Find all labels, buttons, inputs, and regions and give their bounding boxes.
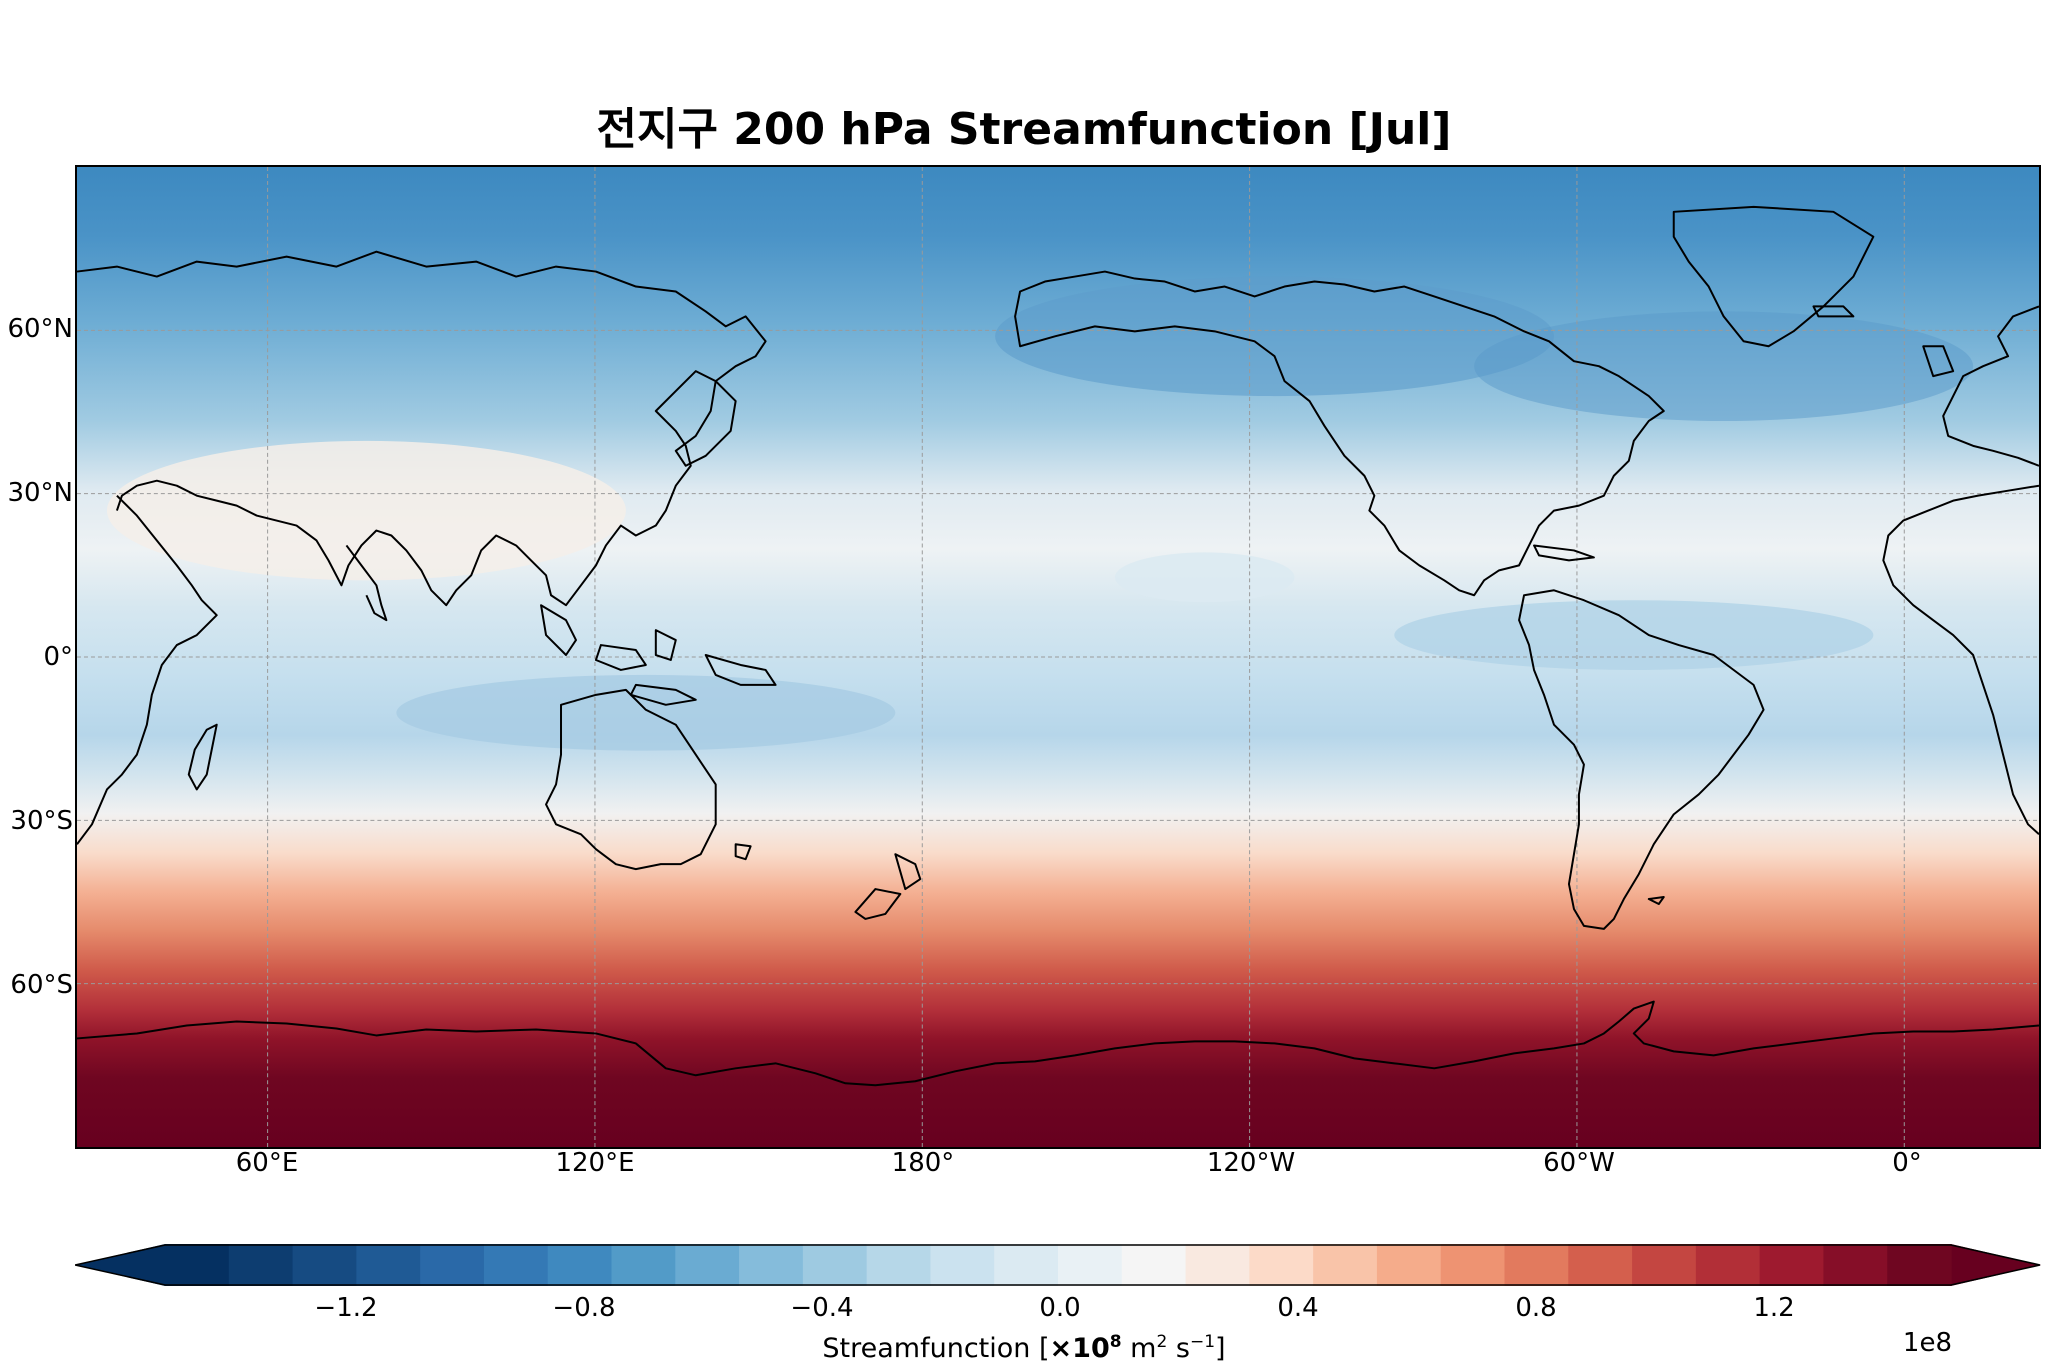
page-title: 전지구 200 hPa Streamfunction [Jul]	[596, 104, 1452, 155]
colorbar-extend-min	[75, 1244, 165, 1286]
streamfunction-map	[77, 167, 2039, 1147]
colorbar-segment	[1058, 1244, 1123, 1286]
colorbar-segment	[356, 1244, 421, 1286]
lat-label-eq: 0°	[43, 642, 73, 672]
lat-label-30n: 30°N	[7, 478, 73, 508]
colorbar-segment	[1887, 1244, 1952, 1286]
lon-label-120e: 120°E	[555, 1148, 635, 1178]
colorbar-segment	[994, 1244, 1059, 1286]
colorbar-segment	[739, 1244, 804, 1286]
colorbar-segment	[547, 1244, 613, 1286]
colorbar-segment	[1504, 1244, 1569, 1286]
field-anomaly-east-pacific	[1114, 552, 1295, 603]
colorbar-segment	[675, 1244, 740, 1286]
colorbar-tick-label: 0.4	[1277, 1293, 1319, 1323]
colorbar-tick-label: −1.2	[314, 1293, 378, 1323]
lon-label-60e: 60°E	[235, 1148, 299, 1178]
field-anomaly-maritime	[396, 674, 896, 751]
colorbar-label: Streamfunction [×108 m2 s−1]	[822, 1332, 1226, 1364]
colorbar-segment	[1440, 1244, 1506, 1286]
colorbar	[75, 1244, 2041, 1286]
colorbar-tick-label: −0.8	[552, 1293, 616, 1323]
colorbar-segment	[420, 1244, 485, 1286]
colorbar-tick-label: 1.2	[1753, 1293, 1795, 1323]
colorbar-segment	[1695, 1244, 1761, 1286]
colorbar-segment	[802, 1244, 868, 1286]
field-anomaly-tibet	[106, 440, 626, 581]
gridlines	[77, 167, 2039, 1147]
colorbar-segment	[1632, 1244, 1697, 1286]
coastlines	[77, 205, 2039, 1087]
colorbar-segment	[1185, 1244, 1250, 1286]
lon-label-120w: 120°W	[1206, 1148, 1296, 1178]
lat-label-60n: 60°N	[7, 314, 73, 344]
field-anomaly-pacific-north	[995, 276, 1554, 397]
field-anomaly-atlantic-north	[1474, 311, 1974, 421]
lat-label-30s: 30°S	[10, 806, 73, 836]
colorbar-segment	[1823, 1244, 1888, 1286]
colorbar-segment	[930, 1244, 995, 1286]
lon-label-0: 0°	[1892, 1148, 1922, 1178]
lat-label-60s: 60°S	[10, 970, 73, 1000]
colorbar-tick-label: −0.4	[790, 1293, 854, 1323]
colorbar-tick-label: 0.8	[1515, 1293, 1557, 1323]
colorbar-outline	[75, 1244, 2041, 1286]
lon-label-60w: 60°W	[1543, 1148, 1615, 1178]
colorbar-segment	[1568, 1244, 1633, 1286]
colorbar-segment	[866, 1244, 932, 1286]
colorbar-segment	[611, 1244, 676, 1286]
lon-label-180: 180°	[891, 1148, 955, 1178]
field-anomaly-amazon	[1394, 600, 1874, 670]
colorbar-segment	[292, 1244, 357, 1286]
colorbar-segment	[1249, 1244, 1314, 1286]
colorbar-segment	[1376, 1244, 1442, 1286]
colorbar-segment	[1121, 1244, 1187, 1286]
colorbar-segment	[1759, 1244, 1825, 1286]
map-panel	[75, 165, 2041, 1149]
colorbar-segment	[1313, 1244, 1378, 1286]
colorbar-segment	[228, 1244, 294, 1286]
colorbar-tick-label: 0.0	[1039, 1293, 1081, 1323]
colorbar-segment	[165, 1244, 230, 1286]
colorbar-extend-max	[1951, 1244, 2041, 1286]
colorbar-offset-text: 1e8	[1902, 1328, 1952, 1358]
colorbar-segment	[483, 1244, 549, 1286]
